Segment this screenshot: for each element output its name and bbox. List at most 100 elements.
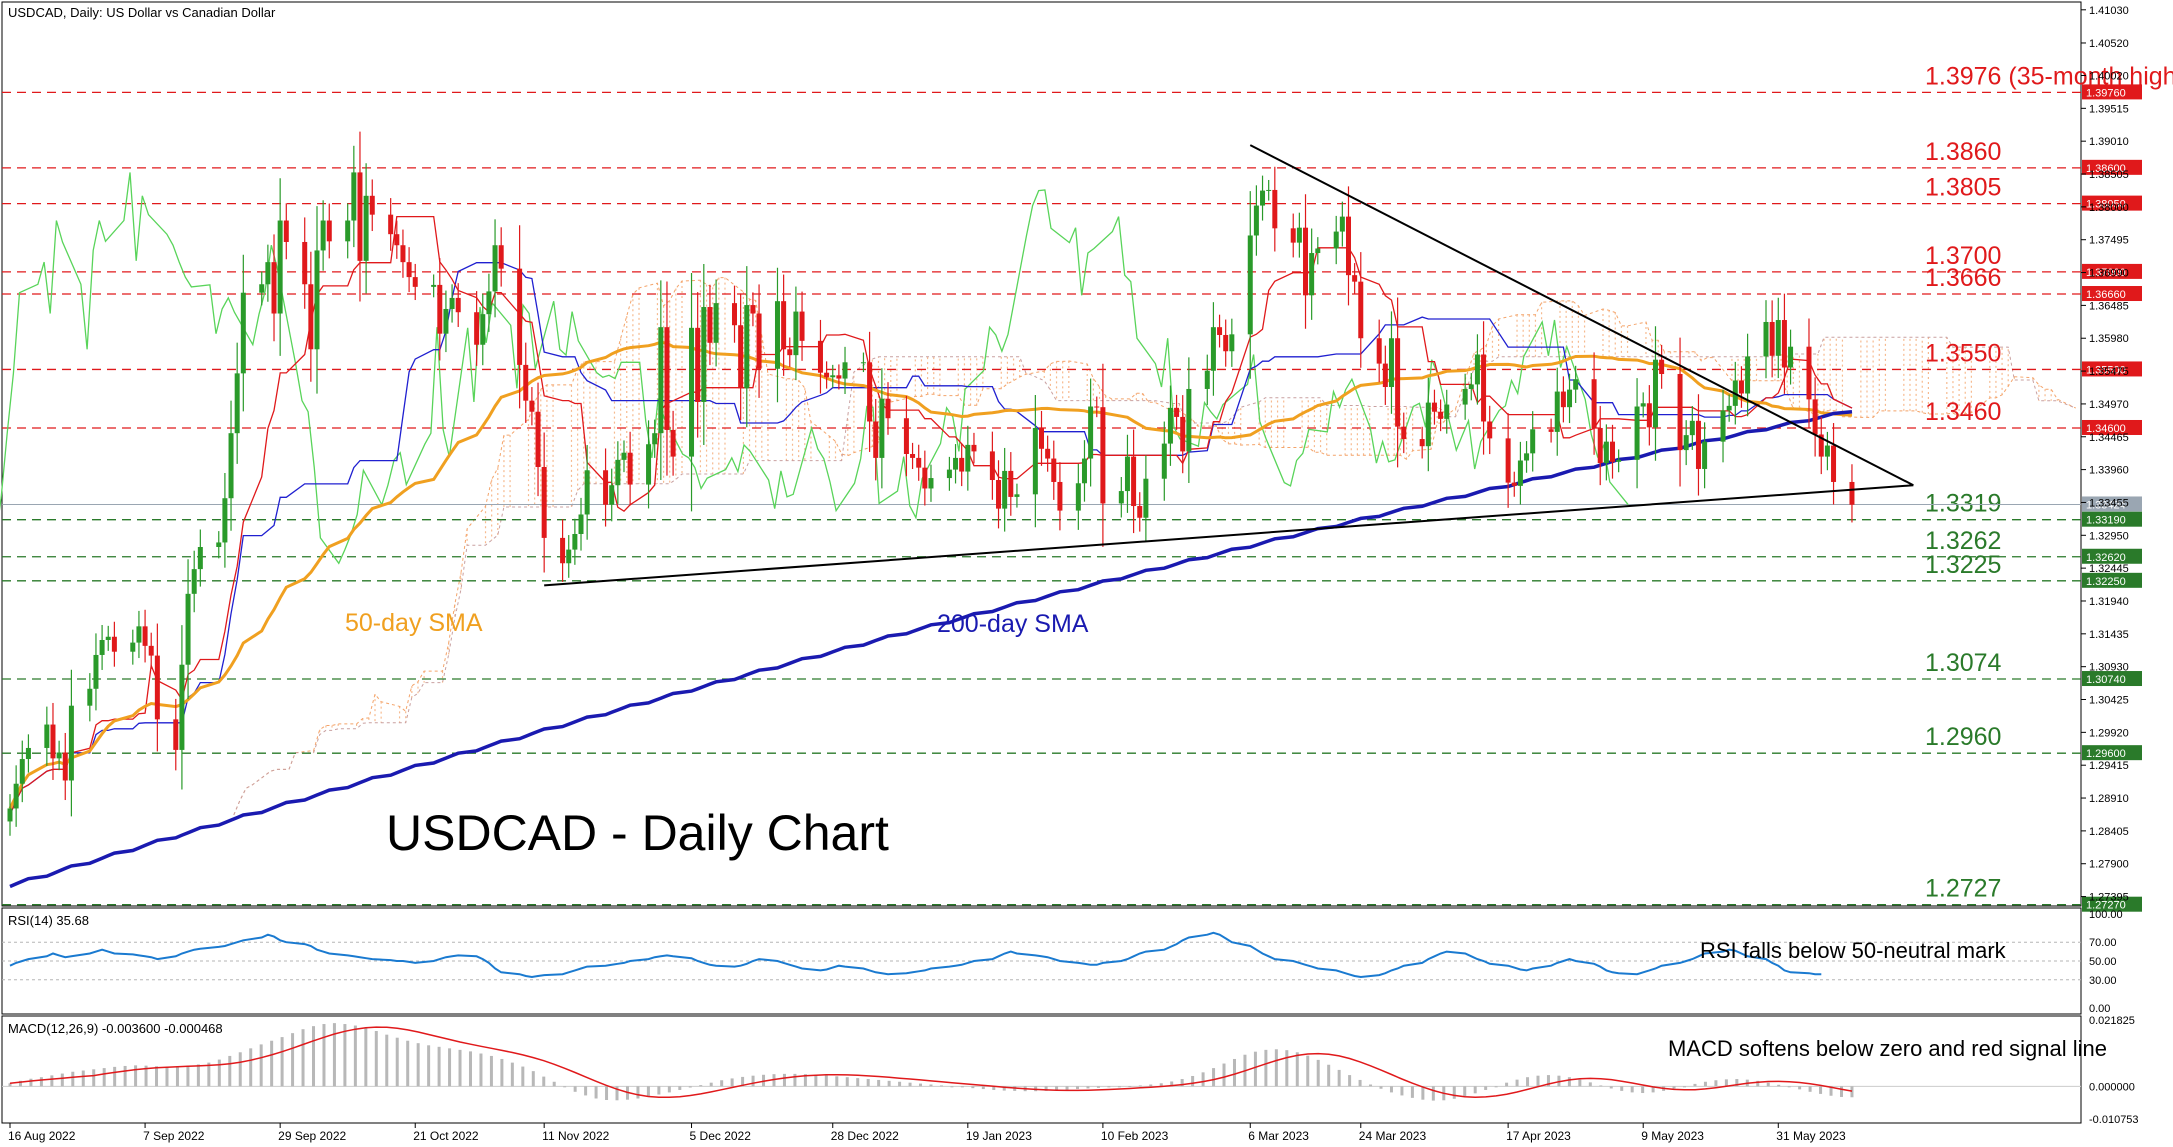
macd-bar (155, 1066, 159, 1087)
current-price-tag (2082, 496, 2142, 512)
macd-bar (364, 1027, 368, 1087)
candle-body (1339, 216, 1345, 232)
candle-body (474, 312, 480, 345)
level-axis-tag-text: 1.38050 (2086, 199, 2126, 211)
ichimoku-cloud (233, 277, 2077, 816)
macd-bar (1076, 1086, 1080, 1090)
price-axis: 1.41030 1.40520 1.40020 1.39515 1.39010 1.385… (2081, 5, 2129, 904)
macd-bar (1735, 1079, 1739, 1087)
candle-body (1481, 354, 1487, 422)
macd-bar (971, 1086, 975, 1089)
level-label: 1.3666 (1925, 264, 2001, 292)
candle-body (860, 362, 866, 364)
candle-body (1646, 403, 1652, 428)
candle-body (1573, 379, 1579, 390)
macd-tick-label: 0.021825 (2089, 1015, 2135, 1027)
macd-bar (1138, 1085, 1142, 1087)
candle-body (1702, 441, 1708, 469)
x-tick-label: 6 Mar 2023 (1248, 1129, 1309, 1143)
candle-body (529, 400, 535, 412)
candle-body (68, 705, 74, 781)
candle-body (19, 759, 25, 784)
candle-body (136, 626, 142, 643)
macd-bar (165, 1066, 169, 1087)
macd-bar (1724, 1079, 1728, 1087)
macd-bar (1609, 1086, 1613, 1089)
chikou-span (0, 172, 1629, 565)
macd-bar (1526, 1077, 1530, 1087)
macd-bar (1850, 1086, 1854, 1098)
x-tick-label: 28 Dec 2022 (831, 1129, 899, 1143)
candle-body (99, 640, 105, 655)
macd-bar (1044, 1086, 1048, 1091)
macd-bar (1630, 1086, 1634, 1093)
macd-bar (1787, 1086, 1791, 1088)
candle-body (154, 655, 160, 720)
macd-bar (1180, 1079, 1184, 1087)
macd-bar (908, 1082, 912, 1087)
macd-bar (1651, 1086, 1655, 1093)
candle-body (1266, 189, 1272, 191)
candle-body (670, 429, 676, 457)
candle-body (191, 569, 197, 594)
macd-bar (552, 1081, 556, 1087)
macd-bar (1536, 1075, 1540, 1087)
macd-bar (1002, 1086, 1006, 1091)
candle-body (1118, 491, 1124, 504)
candle-body (87, 688, 93, 706)
support-resistance-levels: 1.3976 (35-month high)1.397601.38601.386… (2, 62, 2173, 912)
macd-bar (437, 1046, 441, 1087)
macd-bar (1546, 1075, 1550, 1087)
macd-bar (594, 1086, 598, 1099)
macd-bar (720, 1080, 724, 1087)
sma50-label: 50-day SMA (345, 609, 483, 637)
candle-body (498, 245, 504, 269)
x-tick-label: 17 Apr 2023 (1506, 1129, 1571, 1143)
macd-bar (887, 1080, 891, 1087)
macd-bar (856, 1078, 860, 1087)
level-axis-tag (2082, 361, 2142, 377)
candle-body (222, 498, 228, 543)
macd-bar (1819, 1086, 1823, 1094)
candle-body (572, 533, 578, 550)
rsi-tick-label: 50.00 (2089, 956, 2117, 968)
macd-bar (102, 1068, 106, 1087)
candle-body (646, 444, 652, 485)
candle-body (1395, 338, 1401, 427)
candle-body (1726, 405, 1732, 411)
candle-body (609, 485, 615, 505)
macd-bar (960, 1086, 964, 1088)
y-tick-label: 1.35980 (2089, 333, 2129, 345)
candle-body (903, 418, 909, 454)
macd-bar (1766, 1082, 1770, 1087)
level-axis-tag-text: 1.30740 (2086, 674, 2126, 686)
macd-bar (186, 1065, 190, 1087)
y-tick-label: 1.36485 (2089, 300, 2129, 312)
level-axis-tag-text: 1.37000 (2086, 267, 2126, 279)
macd-bar (678, 1086, 682, 1090)
candle-body (1100, 407, 1106, 504)
macd-bar (1515, 1079, 1519, 1087)
candle-body (1695, 420, 1701, 469)
candle-body (578, 514, 584, 534)
candle-body (1597, 427, 1603, 464)
level-axis-tag-text: 1.35500 (2086, 364, 2126, 376)
candle-body (1382, 363, 1388, 388)
macd-bar (1672, 1086, 1676, 1089)
macd-bar (824, 1075, 828, 1087)
candle-body (1431, 402, 1437, 412)
macd-bar (793, 1073, 797, 1087)
y-tick-label: 1.32950 (2089, 530, 2129, 542)
macd-bar (1191, 1075, 1195, 1087)
level-axis-tag (2082, 419, 2142, 435)
macd-bar (1117, 1086, 1121, 1088)
candle-body (283, 220, 289, 242)
candle-body (781, 301, 787, 350)
macd-bar (270, 1040, 274, 1087)
candle-body (179, 664, 185, 750)
level-label: 1.3225 (1925, 551, 2001, 579)
trendlines (544, 144, 1914, 587)
candle-body (793, 311, 799, 356)
candle-body (234, 373, 240, 434)
